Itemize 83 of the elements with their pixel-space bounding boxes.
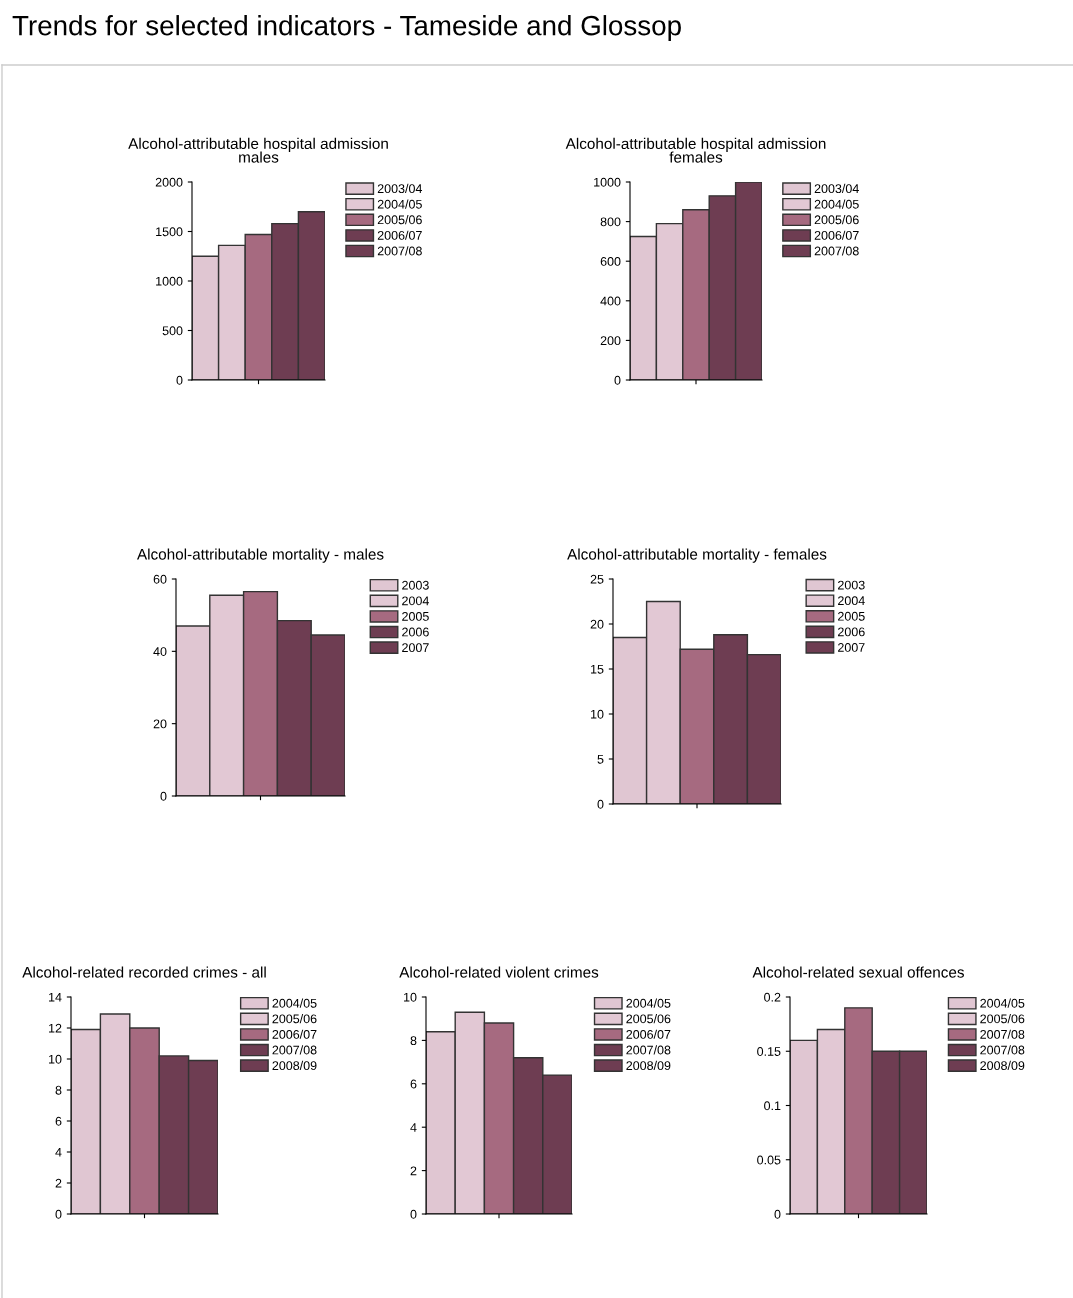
legend-label: 2005/06: [626, 1014, 671, 1024]
chart-title: Alcohol-related violent crimes: [399, 966, 599, 978]
legend-label: 2007/08: [980, 1045, 1025, 1055]
y-tick-label: 8: [410, 1036, 417, 1046]
y-tick-label: 10: [591, 709, 604, 719]
legend-label: 2004/05: [272, 998, 317, 1008]
legend-label: 2004: [402, 596, 429, 606]
legend-label: 2004/05: [377, 199, 422, 209]
y-tick-label: 4: [410, 1123, 417, 1132]
chart-title: Alcohol-attributable hospital admission males: [128, 137, 388, 163]
legend-label: 2006: [402, 627, 429, 637]
y-tick-label: 15: [591, 664, 604, 674]
legend-label: 2006/07: [626, 1029, 671, 1039]
y-tick-label: 4: [55, 1147, 62, 1157]
chart-title: Alcohol-related sexual offences: [752, 966, 964, 978]
y-tick-label: 10: [49, 1054, 62, 1064]
y-tick-label: 0: [160, 791, 167, 801]
y-tick-label: 0: [614, 375, 621, 385]
y-tick-label: 600: [600, 257, 621, 266]
y-tick-label: 800: [600, 217, 621, 227]
legend-label: 2007/08: [814, 246, 859, 256]
y-tick-label: 400: [600, 296, 621, 306]
legend-label: 2008/09: [626, 1060, 671, 1071]
y-tick-label: 500: [162, 326, 183, 336]
legend-label: 2007: [838, 643, 865, 652]
legend-label: 2005: [838, 611, 865, 621]
y-tick-label: 1000: [156, 276, 183, 286]
legend-label: 2003/04: [814, 183, 859, 194]
y-tick-label: 1000: [594, 177, 621, 187]
y-tick-label: 0.05: [757, 1155, 781, 1165]
legend-label: 2005/06: [814, 215, 859, 225]
chart-title: Alcohol-attributable hospital admission females: [565, 137, 826, 163]
chart-title: Alcohol-attributable mortality - females: [567, 548, 827, 563]
legend-label: 2007/08: [272, 1045, 317, 1055]
legend-label: 2007: [402, 643, 429, 653]
legend-label: 2007/08: [980, 1029, 1025, 1039]
y-tick-label: 200: [600, 336, 621, 346]
legend-label: 2005/06: [980, 1014, 1025, 1024]
y-tick-label: 2: [55, 1178, 62, 1188]
y-tick-label: 40: [153, 647, 167, 656]
y-tick-label: 0.15: [757, 1047, 781, 1056]
legend-label: 2004: [838, 596, 865, 606]
legend-label: 2008/09: [980, 1060, 1025, 1071]
text: Trends for selected indicators - Tameside and Glossop: [12, 15, 681, 41]
y-tick-label: 12: [49, 1023, 62, 1033]
y-tick-label: 0: [597, 799, 604, 809]
y-tick-label: 5: [597, 754, 604, 764]
chart-title: Alcohol-related recorded crimes - all: [22, 966, 266, 978]
legend-label: 2007/08: [626, 1045, 671, 1055]
y-tick-label: 6: [55, 1116, 62, 1126]
y-tick-label: 1500: [156, 227, 183, 237]
y-tick-label: 0.1: [764, 1101, 781, 1111]
y-tick-label: 2000: [155, 177, 183, 187]
legend-label: 2004/05: [626, 998, 671, 1008]
y-tick-label: 60: [153, 574, 167, 584]
y-tick-label: 2: [410, 1166, 417, 1176]
legend-label: 2006/07: [377, 230, 422, 240]
legend-label: 2004/05: [814, 199, 859, 209]
legend-label: 2006: [838, 627, 865, 637]
y-tick-label: 20: [153, 719, 167, 729]
legend-label: 2003/04: [377, 183, 423, 194]
y-tick-label: 25: [590, 574, 604, 584]
legend-label: 2005/06: [377, 215, 422, 225]
y-tick-label: 6: [410, 1079, 417, 1089]
y-tick-label: 8: [55, 1085, 62, 1095]
chart-title: Alcohol-attributable mortality - males: [137, 548, 384, 563]
legend-label: 2003: [402, 580, 429, 590]
legend-label: 2005: [402, 611, 429, 621]
y-tick-label: 0: [774, 1209, 781, 1219]
y-tick-label: 14: [49, 992, 62, 1002]
y-tick-label: 10: [404, 992, 417, 1002]
y-tick-label: 0: [55, 1209, 62, 1219]
legend-label: 2005/06: [272, 1014, 317, 1024]
legend-label: 2008/09: [272, 1060, 317, 1071]
y-tick-label: 0: [176, 375, 183, 385]
legend-label: 2003: [838, 580, 865, 590]
legend-label: 2004/05: [980, 998, 1025, 1008]
y-tick-label: 0: [410, 1209, 417, 1219]
legend-label: 2007/08: [377, 246, 422, 256]
y-tick-label: 20: [590, 619, 604, 629]
legend-label: 2006/07: [814, 230, 859, 240]
y-tick-label: 0.2: [764, 992, 781, 1002]
legend-label: 2006/07: [272, 1029, 317, 1039]
